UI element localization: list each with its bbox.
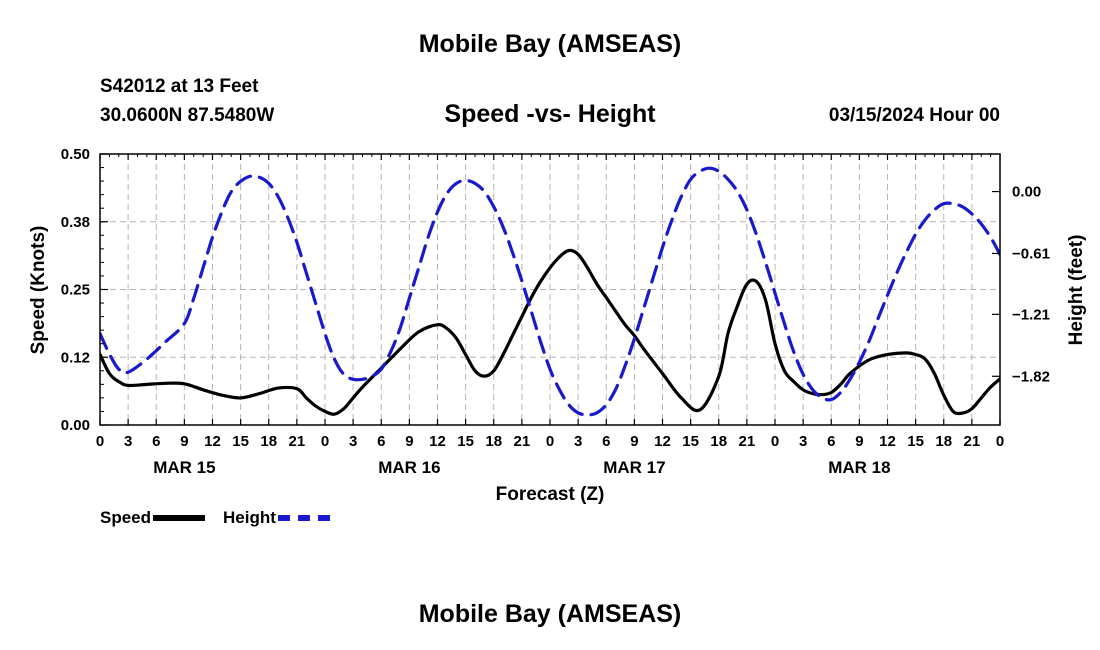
x-tick-label: 6: [152, 433, 160, 450]
x-tick-label: 3: [574, 433, 582, 450]
x-tick-label: 15: [232, 433, 249, 450]
x-tick-label: 15: [907, 433, 924, 450]
footer-title: Mobile Bay (AMSEAS): [418, 600, 682, 628]
forecast-datetime: 03/15/2024 Hour 00: [828, 105, 1000, 126]
x-tick-label: 0: [546, 433, 554, 450]
y-axis-title: Speed (Knots): [28, 226, 49, 355]
y2-axis-title: Height (feet): [1066, 235, 1087, 346]
x-tick-label: 18: [935, 433, 952, 450]
y2-tick-label: −1.21: [1012, 306, 1050, 323]
x-tick-label: 9: [630, 433, 638, 450]
date-label: MAR 18: [828, 458, 890, 477]
legend-height-swatch: [277, 515, 330, 521]
legend-speed-label: Speed: [100, 508, 152, 527]
legend-height-label: Height: [223, 508, 276, 527]
date-label: MAR 16: [378, 458, 440, 477]
x-tick-label: 18: [260, 433, 277, 450]
y-tick-label: 0.38: [61, 214, 90, 231]
station-label: S42012 at 13 Feet: [100, 76, 259, 97]
x-tick-label: 3: [349, 433, 357, 450]
x-tick-label: 15: [457, 433, 474, 450]
x-tick-label: 12: [879, 433, 896, 450]
x-tick-label: 21: [964, 433, 981, 450]
x-tick-label: 9: [405, 433, 413, 450]
legend-item-height: Height: [223, 508, 330, 528]
x-tick-label: 18: [710, 433, 727, 450]
height-series-line: [100, 166, 1000, 417]
x-tick-label: 6: [827, 433, 835, 450]
date-label: MAR 17: [603, 458, 665, 477]
legend: Speed Height: [100, 508, 348, 528]
x-tick-label: 12: [204, 433, 221, 450]
x-tick-label: 21: [739, 433, 756, 450]
y-tick-label: 0.50: [61, 146, 90, 163]
x-tick-label: 0: [996, 433, 1004, 450]
x-tick-label: 0: [96, 433, 104, 450]
series-layer: [100, 166, 1000, 417]
y-tick-label: 0.25: [61, 282, 90, 299]
grid: [100, 154, 1000, 425]
x-tick-label: 21: [289, 433, 306, 450]
x-tick-label: 3: [124, 433, 132, 450]
y2-tick-label: 0.00: [1012, 184, 1041, 201]
x-tick-label: 12: [654, 433, 671, 450]
x-tick-label: 9: [855, 433, 863, 450]
x-tick-label: 6: [377, 433, 385, 450]
chart-title: Speed -vs- Height: [444, 100, 656, 128]
date-label: MAR 15: [153, 458, 215, 477]
y2-tick-label: −1.82: [1012, 368, 1050, 385]
x-tick-label: 18: [485, 433, 502, 450]
y2-tick-label: −0.61: [1012, 245, 1050, 262]
x-tick-label: 3: [799, 433, 807, 450]
x-tick-label: 21: [514, 433, 531, 450]
axes: 0 3 6 9 12 15 18 21 0 3 6 9 12 15 18 21 0 3 6 9 12 15 18 21 0 3 6 9…: [61, 146, 1050, 477]
page-title: Mobile Bay (AMSEAS): [418, 30, 682, 58]
y-tick-label: 0.00: [61, 417, 90, 434]
legend-item-speed: Speed: [100, 508, 206, 528]
x-tick-label: 0: [321, 433, 329, 450]
x-tick-label: 6: [602, 433, 610, 450]
x-tick-label: 9: [180, 433, 188, 450]
speed-series-line: [100, 248, 1000, 416]
x-axis-title: Forecast (Z): [496, 484, 605, 505]
y-tick-label: 0.12: [61, 349, 90, 366]
x-tick-label: 15: [682, 433, 699, 450]
legend-speed-swatch: [153, 515, 206, 521]
x-tick-label: 0: [771, 433, 779, 450]
station-coordinates: 30.0600N 87.5480W: [100, 105, 275, 126]
x-tick-label: 12: [429, 433, 446, 450]
